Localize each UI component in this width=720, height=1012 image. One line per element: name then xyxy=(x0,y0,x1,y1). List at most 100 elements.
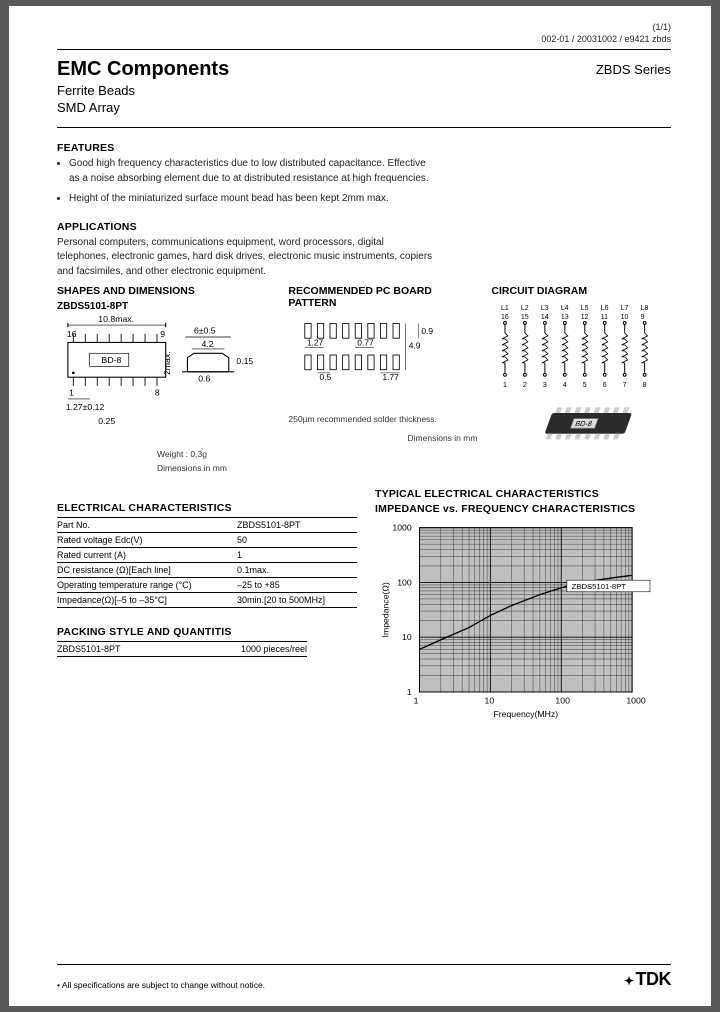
svg-text:100: 100 xyxy=(397,577,412,587)
svg-text:15: 15 xyxy=(521,314,529,321)
svg-text:6±0.5: 6±0.5 xyxy=(194,326,216,336)
svg-text:16: 16 xyxy=(501,314,509,321)
rule-top xyxy=(57,49,671,50)
tdk-logo: TDK xyxy=(624,969,671,990)
svg-text:13: 13 xyxy=(561,314,569,321)
table-row: Impedance(Ω)[–5 to –35°C]30min.[20 to 50… xyxy=(57,592,357,607)
svg-text:L2: L2 xyxy=(521,305,529,312)
chip-icon: BD-8 xyxy=(531,405,651,445)
pcb-note-2: Dimensions in mm xyxy=(288,433,477,444)
doc-number: 002-01 / 20031002 / e9421 zbds xyxy=(541,34,671,44)
table-row: Rated current (A)1 xyxy=(57,547,357,562)
packing-qty: 1000 pieces/reel xyxy=(241,644,307,654)
svg-text:0.15: 0.15 xyxy=(236,356,253,366)
svg-text:1: 1 xyxy=(414,695,419,705)
series-name: ZBDS Series xyxy=(596,62,671,77)
svg-text:1: 1 xyxy=(69,388,74,398)
svg-text:7: 7 xyxy=(623,382,627,389)
svg-text:2max.: 2max. xyxy=(162,352,172,376)
svg-text:100: 100 xyxy=(555,695,570,705)
pcb-heading: RECOMMENDED PC BOARD PATTERN xyxy=(288,285,477,309)
svg-text:1000: 1000 xyxy=(392,522,411,532)
applications-text: Personal computers, communications equip… xyxy=(57,236,437,280)
impedance-chart: 1 10 100 1000 1 10 100 1000 Impedance(Ω) Frequenc… xyxy=(375,518,665,731)
svg-text:3: 3 xyxy=(543,382,547,389)
svg-text:L5: L5 xyxy=(581,305,589,312)
svg-text:0.6: 0.6 xyxy=(198,374,210,384)
dims-caption: Dimensions in mm xyxy=(157,463,274,474)
svg-text:10: 10 xyxy=(485,695,495,705)
shapes-diagram: 10.8max. 16 9 BD-8 xyxy=(57,312,274,442)
svg-text:L6: L6 xyxy=(601,305,609,312)
subtitle-2: SMD Array xyxy=(57,100,229,117)
features-heading: FEATURES xyxy=(57,142,671,154)
svg-text:Impedance(Ω): Impedance(Ω) xyxy=(381,582,391,637)
pcb-note-1: 250µm recommended solder thickness. xyxy=(288,414,477,425)
table-row: Operating temperature range (°C)–25 to +… xyxy=(57,577,357,592)
svg-text:9: 9 xyxy=(641,314,645,321)
svg-text:0.9: 0.9 xyxy=(422,326,434,336)
chart-heading-1: TYPICAL ELECTRICAL CHARACTERISTICS xyxy=(375,488,671,500)
table-row: Part No.ZBDS5101-8PT xyxy=(57,517,357,532)
svg-text:1.27±0.12: 1.27±0.12 xyxy=(66,402,105,412)
svg-text:8: 8 xyxy=(155,388,160,398)
electrical-heading: ELECTRICAL CHARACTERISTICS xyxy=(57,502,357,514)
svg-text:L1: L1 xyxy=(501,305,509,312)
circuit-heading: CIRCUIT DIAGRAM xyxy=(491,285,671,297)
svg-text:2: 2 xyxy=(523,382,527,389)
page-title: EMC Components xyxy=(57,58,229,81)
feature-item: Good high frequency characteristics due … xyxy=(69,157,437,186)
svg-text:0.77: 0.77 xyxy=(358,338,375,348)
feature-item: Height of the miniaturized surface mount… xyxy=(69,192,437,207)
svg-text:L4: L4 xyxy=(561,305,569,312)
applications-heading: APPLICATIONS xyxy=(57,221,671,233)
header: EMC Components Ferrite Beads SMD Array Z… xyxy=(57,58,671,117)
pcb-diagram: 1.27 0.77 4.9 0.9 0.5 1.77 xyxy=(288,313,477,408)
packing-part: ZBDS5101-8PT xyxy=(57,644,121,654)
svg-text:4.9: 4.9 xyxy=(409,341,421,351)
svg-text:L8: L8 xyxy=(641,305,649,312)
rule-header xyxy=(57,127,671,128)
svg-text:1: 1 xyxy=(503,382,507,389)
svg-text:12: 12 xyxy=(581,314,589,321)
electrical-table: Part No.ZBDS5101-8PTRated voltage Edc(V)… xyxy=(57,517,357,608)
svg-text:L3: L3 xyxy=(541,305,549,312)
doc-code: (1/1) 002-01 / 20031002 / e9421 zbds xyxy=(57,22,671,45)
svg-text:0.25: 0.25 xyxy=(98,416,115,426)
svg-text:10: 10 xyxy=(402,632,412,642)
svg-text:4: 4 xyxy=(563,382,567,389)
circuit-diagram: L1 16 1 L2 15 2 L3 14 3 L4 13 4 L5 12 5 L6 11 6 L7 10 7 L8 9 8 xyxy=(491,301,671,396)
svg-text:4.2: 4.2 xyxy=(202,339,214,349)
svg-text:0.5: 0.5 xyxy=(320,372,332,382)
svg-text:5: 5 xyxy=(583,382,587,389)
svg-text:8: 8 xyxy=(643,382,647,389)
svg-text:16: 16 xyxy=(67,329,77,339)
svg-text:10.8max.: 10.8max. xyxy=(98,314,134,324)
chart-heading-2: IMPEDANCE vs. FREQUENCY CHARACTERISTICS xyxy=(375,503,671,515)
footer-rule xyxy=(57,964,671,965)
svg-text:L7: L7 xyxy=(621,305,629,312)
disclaimer: • All specifications are subject to chan… xyxy=(57,980,265,990)
svg-text:6: 6 xyxy=(603,382,607,389)
svg-text:Frequency(MHz): Frequency(MHz) xyxy=(493,709,558,719)
table-row: DC resistance (Ω)[Each line]0.1max. xyxy=(57,562,357,577)
svg-text:1000: 1000 xyxy=(626,695,645,705)
svg-text:BD-8: BD-8 xyxy=(574,419,594,428)
features-list: Good high frequency characteristics due … xyxy=(57,157,437,207)
page-num: (1/1) xyxy=(652,22,671,32)
svg-text:BD-8: BD-8 xyxy=(102,355,122,365)
packing-row: ZBDS5101-8PT 1000 pieces/reel xyxy=(57,641,307,657)
svg-text:14: 14 xyxy=(541,314,549,321)
svg-text:10: 10 xyxy=(621,314,629,321)
shapes-heading: SHAPES AND DIMENSIONS xyxy=(57,285,274,297)
svg-text:11: 11 xyxy=(601,314,608,321)
subtitle-1: Ferrite Beads xyxy=(57,83,229,100)
svg-text:ZBDS5101-8PT: ZBDS5101-8PT xyxy=(572,582,627,591)
table-row: Rated voltage Edc(V)50 xyxy=(57,532,357,547)
shapes-part: ZBDS5101-8PT xyxy=(57,301,274,312)
svg-text:9: 9 xyxy=(160,329,165,339)
svg-text:1.27: 1.27 xyxy=(307,338,324,348)
svg-text:1: 1 xyxy=(407,687,412,697)
weight-caption: Weight : 0.3g xyxy=(157,449,274,460)
svg-text:1.77: 1.77 xyxy=(383,372,400,382)
